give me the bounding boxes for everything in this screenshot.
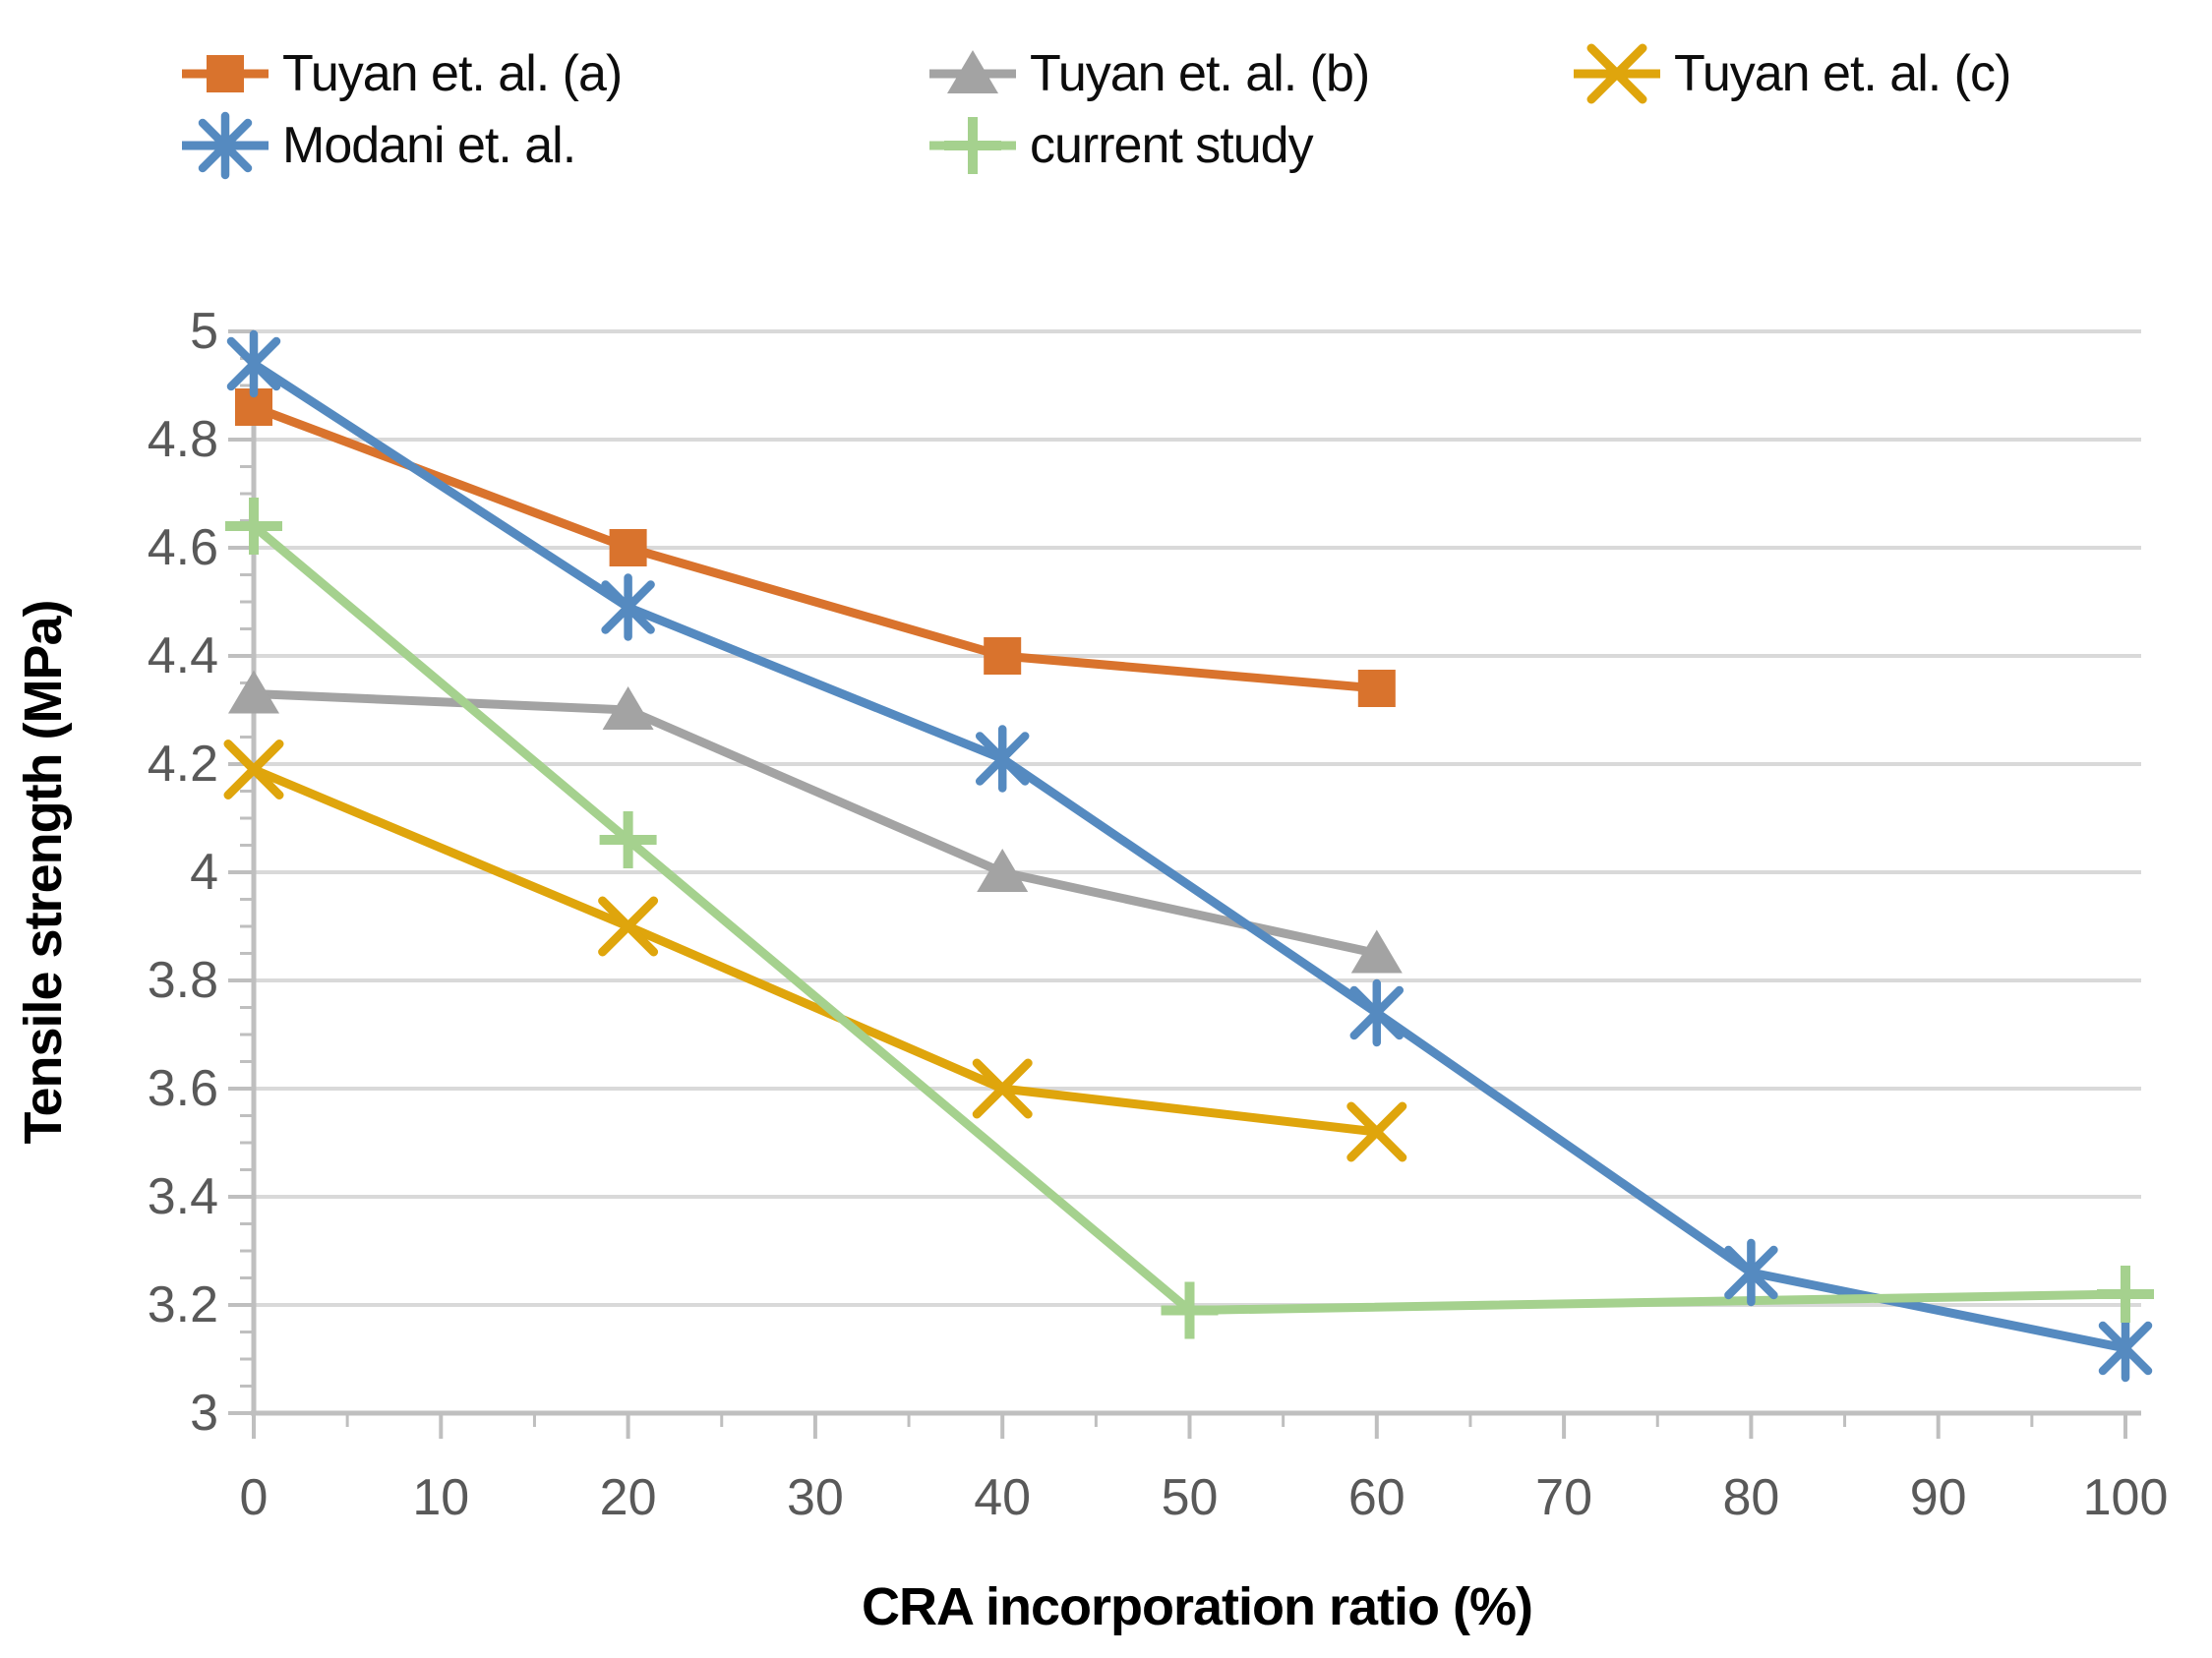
marker-asterisk: [601, 573, 655, 641]
legend: Tuyan et. al. (a) Tuyan et. al. (b) Tuyan …: [182, 43, 2011, 180]
y-tick-label: 4.6: [148, 519, 218, 576]
marker-x: [1346, 1101, 1407, 1162]
marker-plus: [1161, 1281, 1219, 1339]
marker-asterisk: [2098, 1314, 2153, 1383]
marker-x: [598, 896, 659, 957]
series-markers-3: [226, 329, 2153, 1383]
series-line-4: [249, 521, 2130, 1315]
marker-x: [972, 1058, 1033, 1119]
tick-labels: 5 4.8 4.6 4.4 4.2 4 3.8 3.6 3.4 3.2 30 10 20 30 40 50 60…: [148, 303, 2169, 1526]
marker-asterisk: [1724, 1238, 1778, 1307]
marker-asterisk: [198, 111, 253, 180]
legend-label: Tuyan et. al. (b): [1030, 45, 1369, 102]
marker-plus: [2097, 1266, 2154, 1323]
marker-triangle: [1350, 929, 1403, 974]
legend-label: Tuyan et. al. (c): [1674, 45, 2010, 102]
x-tick-label: 20: [600, 1469, 657, 1526]
marker-square: [984, 637, 1022, 675]
x-tick-label: 10: [412, 1469, 469, 1526]
y-tick-label: 4: [190, 844, 218, 901]
marker-plus: [599, 811, 657, 868]
x-tick-label: 50: [1162, 1469, 1219, 1526]
legend-label: Tuyan et. al. (a): [282, 45, 622, 102]
series-markers-2: [223, 740, 1407, 1162]
marker-asterisk: [975, 725, 1030, 793]
marker-plus: [944, 117, 1001, 174]
x-tick-label: 80: [1722, 1469, 1779, 1526]
series-line-1: [249, 689, 1382, 958]
x-tick-label: 30: [787, 1469, 844, 1526]
y-tick-label: 3: [190, 1385, 218, 1442]
series-lines: [249, 359, 2130, 1353]
y-tick-label: 4.8: [148, 411, 218, 468]
marker-plus: [225, 498, 282, 555]
legend-label: current study: [1030, 117, 1314, 174]
marker-x: [223, 740, 284, 799]
x-tick-label: 70: [1535, 1469, 1592, 1526]
marker-asterisk: [1349, 978, 1405, 1047]
x-tick-label: 0: [240, 1469, 269, 1526]
marker-triangle: [977, 849, 1029, 892]
legend-label: Modani et. al.: [282, 117, 575, 174]
series-markers-4: [225, 498, 2154, 1339]
marker-square: [207, 55, 244, 92]
series-line-2: [249, 765, 1382, 1137]
x-tick-label: 60: [1348, 1469, 1405, 1526]
x-axis-title: CRA incorporation ratio (%): [862, 1577, 1532, 1636]
legend-item-3: Modani et. al.: [182, 111, 576, 180]
marker-square: [1357, 670, 1396, 707]
gridlines: [254, 329, 2141, 1307]
y-tick-label: 3.4: [148, 1168, 218, 1225]
marker-x: [1586, 43, 1647, 104]
y-tick-label: 3.6: [148, 1060, 218, 1117]
legend-item-1: Tuyan et. al. (b): [929, 45, 1370, 102]
y-tick-label: 4.4: [148, 627, 218, 684]
marker-triangle: [947, 50, 998, 93]
y-tick-label: 4.2: [148, 736, 218, 793]
series-line-0: [249, 402, 1382, 693]
series-line-3: [249, 359, 2130, 1353]
marker-triangle: [602, 686, 654, 730]
legend-item-2: Tuyan et. al. (c): [1574, 43, 2011, 104]
legend-item-4: current study: [929, 117, 1315, 174]
axis-ticks: [228, 329, 2127, 1439]
y-tick-label: 5: [190, 303, 218, 360]
y-tick-label: 3.2: [148, 1276, 218, 1333]
x-tick-label: 90: [1910, 1469, 1967, 1526]
marker-asterisk: [226, 329, 281, 398]
x-tick-label: 40: [974, 1469, 1031, 1526]
y-axis-title: Tensile strength (MPa): [14, 600, 73, 1144]
marker-triangle: [228, 670, 279, 714]
series-markers: [223, 329, 2154, 1383]
x-tick-label: 100: [2083, 1469, 2169, 1526]
y-tick-label: 3.8: [148, 952, 218, 1009]
series-markers-1: [228, 670, 1403, 974]
legend-item-0: Tuyan et. al. (a): [182, 45, 623, 102]
marker-square: [609, 529, 647, 566]
